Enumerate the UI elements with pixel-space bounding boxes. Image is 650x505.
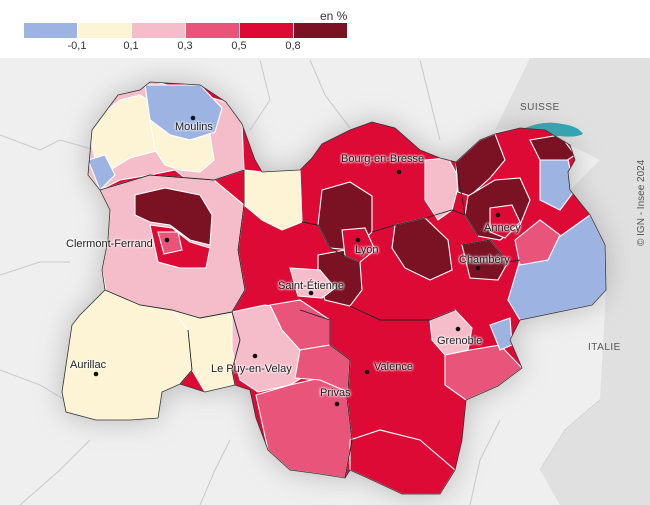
legend-class-6: [294, 23, 347, 38]
city-label-moulins: Moulins: [175, 121, 213, 133]
city-label-le-puy: Le Puy-en-Velay: [211, 363, 292, 375]
zone-lyon-center: [341, 227, 376, 263]
legend-class-1: [24, 23, 77, 38]
city-label-clermont: Clermont-Ferrand: [66, 238, 153, 250]
legend: en % -0,1 0,1 0,3 0,5 0,8: [0, 0, 650, 58]
zone-savoie-pink: [514, 219, 561, 266]
zone-allier-southwest-blue: [87, 154, 116, 191]
city-label-saint-etienne: Saint-Étienne: [278, 280, 345, 292]
country-label-suisse: SUISSE: [520, 102, 560, 113]
zone-haute-savoie-east-blue: [539, 159, 576, 211]
choropleth-map: SUISSE ITALIE Moulins Bourg-en-Bresse Cl…: [0, 58, 650, 505]
zone-clermont-dark: [134, 187, 213, 246]
city-label-bourg: Bourg-en-Bresse: [341, 153, 425, 165]
legend-tick-3: 0,3: [177, 40, 193, 52]
italy-area: [540, 160, 650, 505]
dot-aurillac: [93, 371, 99, 377]
dot-annecy: [495, 212, 501, 218]
legend-class-2: [78, 23, 131, 38]
legend-tick-5: 0,8: [285, 40, 301, 52]
department-borders: [99, 161, 521, 479]
dot-bourg: [396, 169, 402, 175]
city-label-aurillac: Aurillac: [70, 359, 107, 371]
dot-lyon: [355, 237, 361, 243]
zone-allier-centre: [149, 118, 215, 173]
city-label-grenoble: Grenoble: [437, 335, 483, 347]
dot-chambery: [475, 265, 481, 271]
legend-tick-4: 0,5: [231, 40, 247, 52]
dot-privas: [334, 401, 340, 407]
city-label-lyon: Lyon: [355, 244, 379, 256]
country-label-italie: ITALIE: [588, 342, 621, 353]
region-outline: [61, 81, 607, 495]
zone-savoie-blue: [507, 214, 606, 321]
legend-class-5: [240, 23, 293, 38]
city-label-privas: Privas: [320, 387, 351, 399]
dot-valence: [364, 369, 370, 375]
zones: [62, 82, 606, 494]
city-label-valence: Valence: [374, 361, 413, 373]
map-svg: [0, 58, 650, 505]
zone-clermont-core: [157, 231, 183, 255]
legend-class-4: [186, 23, 239, 38]
legend-tick-2: 0,1: [123, 40, 139, 52]
dot-le-puy: [252, 353, 258, 359]
city-dots: [93, 115, 501, 407]
dot-moulins: [190, 115, 196, 121]
dot-grenoble: [455, 326, 461, 332]
city-label-chambery: Chambéry: [459, 254, 510, 266]
dot-saint-etienne: [308, 290, 314, 296]
copyright-credit: © IGN - Insee 2024: [636, 159, 647, 246]
zone-isere-nw-dark: [391, 217, 453, 281]
city-label-annecy: Annecy: [484, 222, 521, 234]
zone-saint-etienne: [289, 267, 336, 299]
legend-class-3: [132, 23, 185, 38]
dot-clermont: [164, 237, 170, 243]
switzerland-area: [495, 58, 650, 170]
legend-tick-1: -0,1: [67, 40, 87, 52]
legend-unit: en %: [320, 9, 348, 23]
